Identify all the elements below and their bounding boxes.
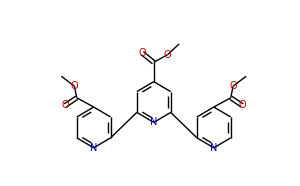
Text: O: O (61, 100, 69, 110)
Text: N: N (150, 117, 158, 127)
Text: O: O (229, 81, 237, 91)
Text: O: O (70, 81, 78, 91)
Text: O: O (164, 50, 171, 60)
Text: O: O (138, 48, 146, 58)
Text: N: N (90, 143, 98, 153)
Text: O: O (238, 100, 246, 110)
Text: N: N (210, 143, 218, 153)
